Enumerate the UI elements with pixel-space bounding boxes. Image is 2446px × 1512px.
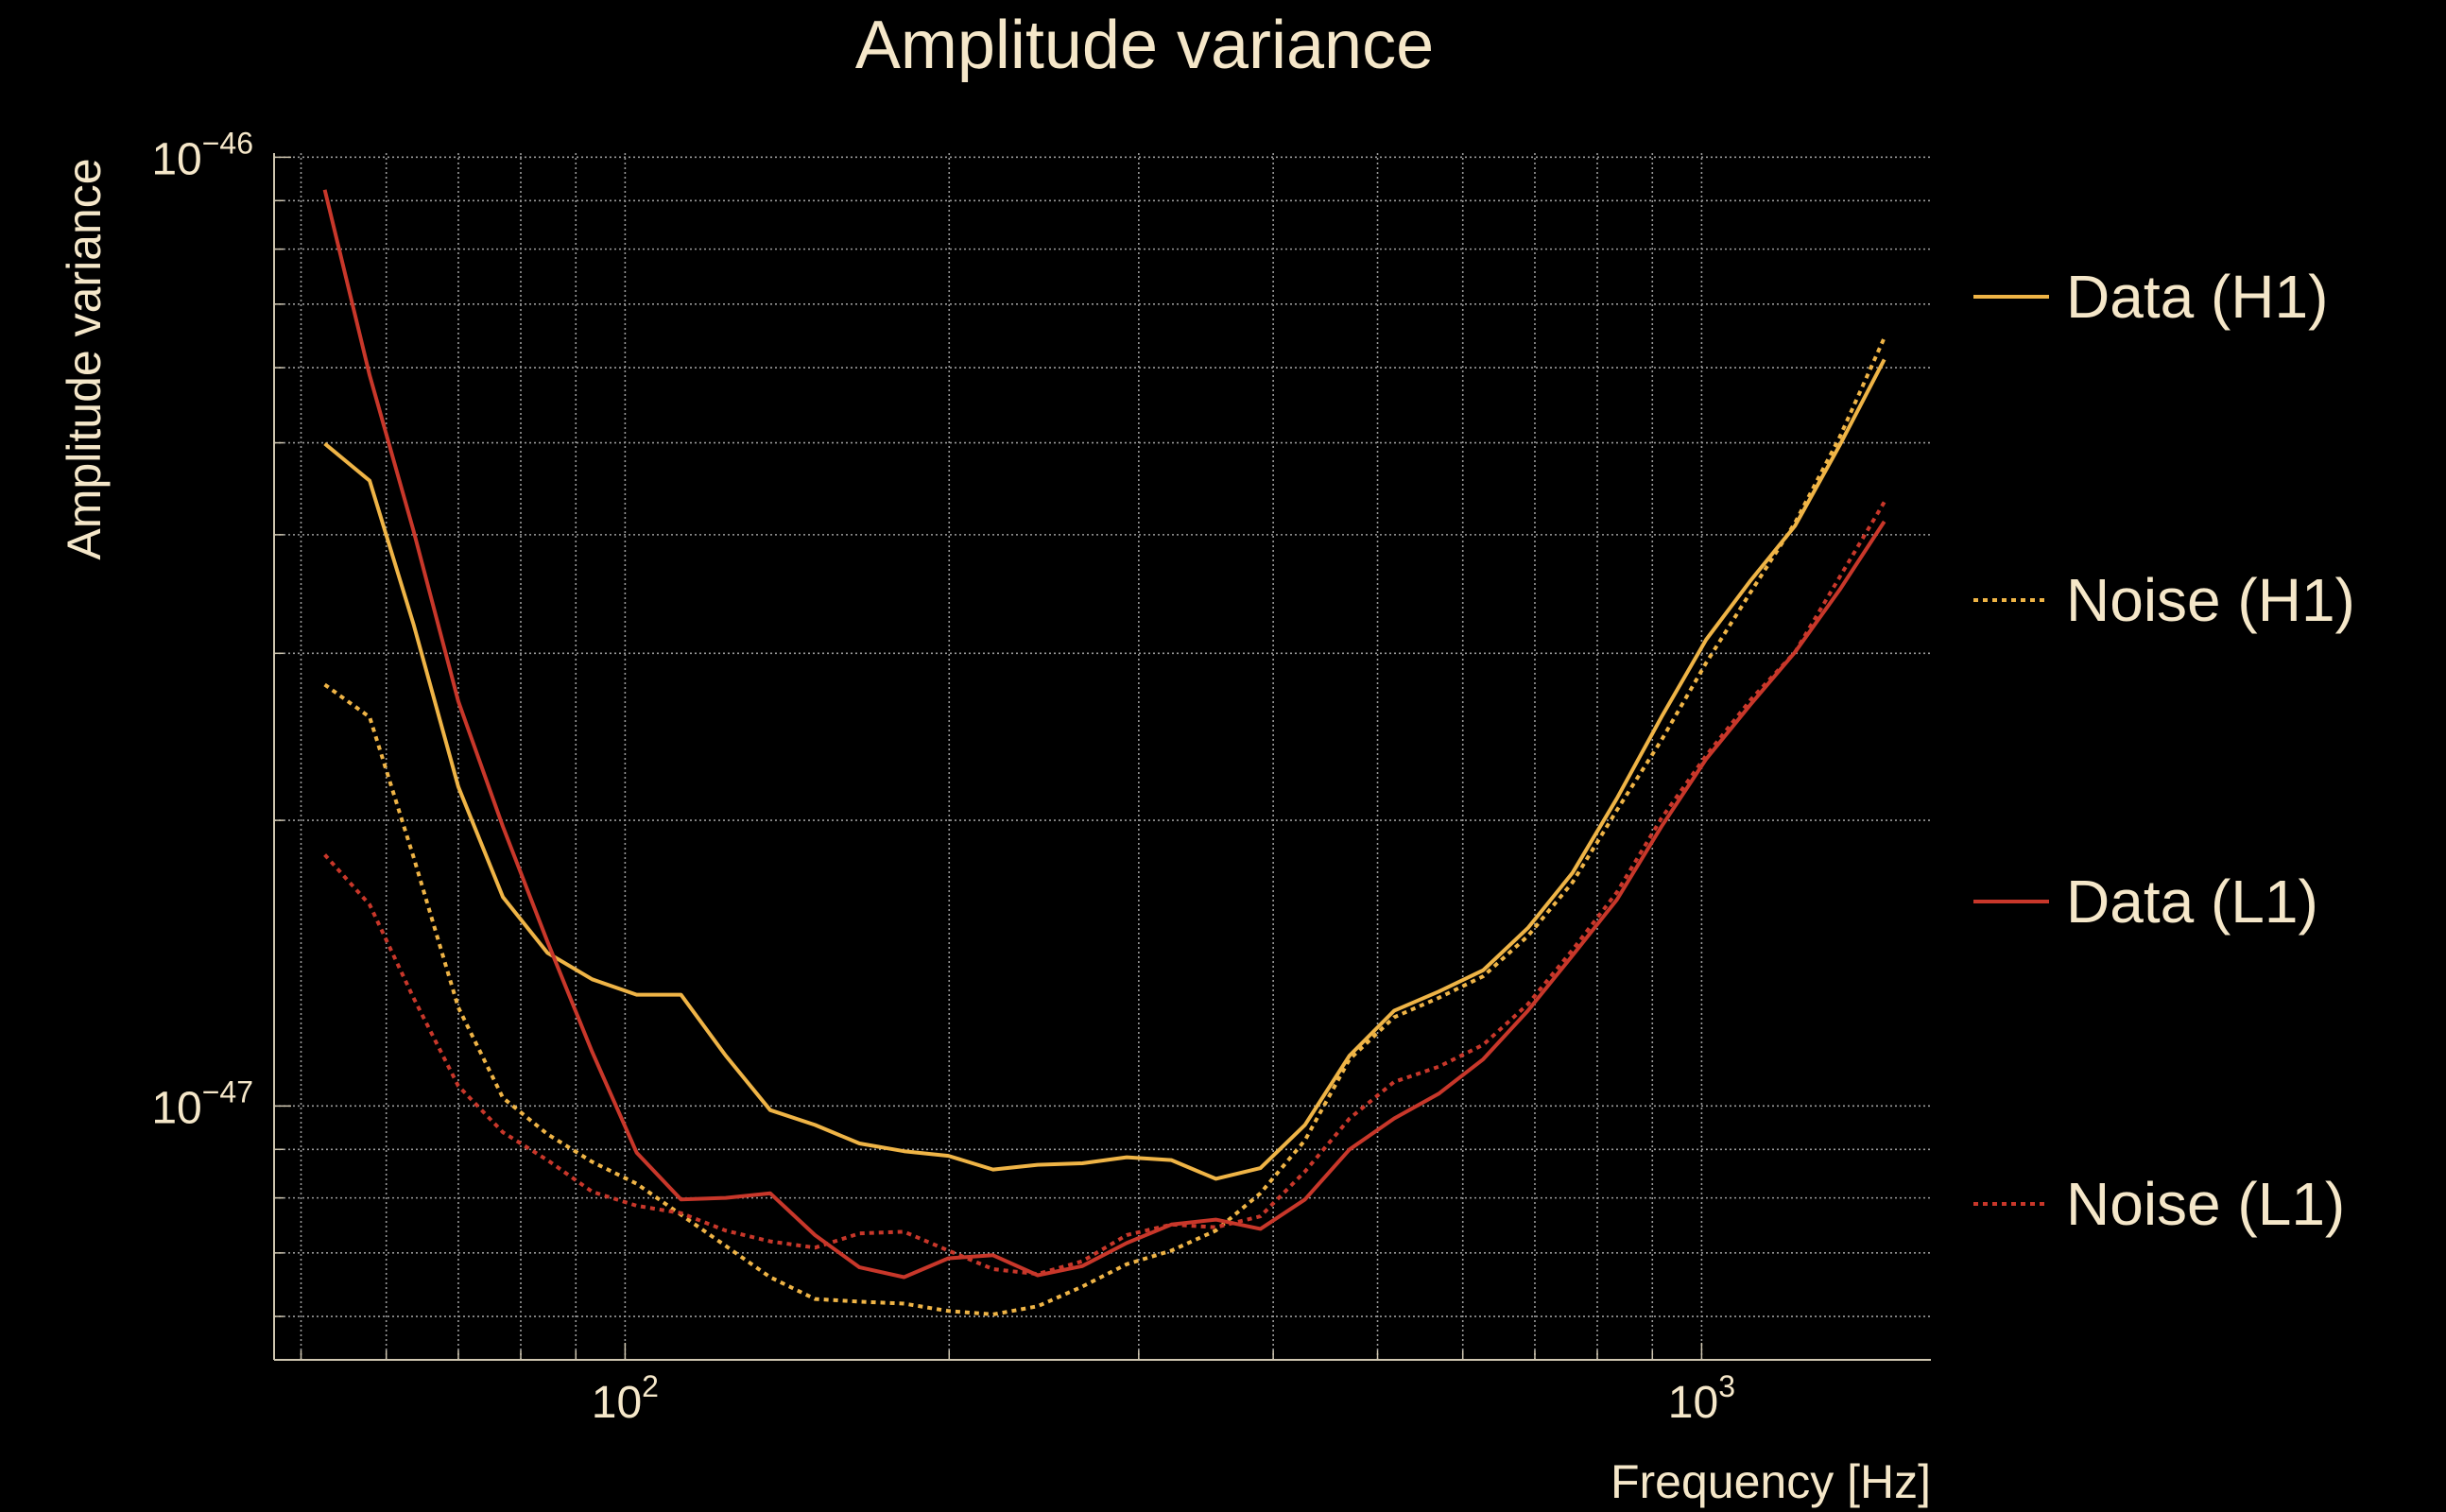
- series-line-noise-l1: [323, 501, 1886, 1277]
- grid: [274, 153, 1931, 1360]
- series-line-data-l1: [322, 189, 1886, 1280]
- legend-label: Noise (L1): [2066, 1170, 2345, 1238]
- y-tick-label: 10−47: [151, 1074, 253, 1133]
- legend-label: Data (H1): [2066, 263, 2328, 331]
- series-line-noise-h1: [323, 336, 1886, 1316]
- series-lines: [322, 189, 1886, 1316]
- x-tick-label: 103: [1668, 1369, 1735, 1428]
- legend-label: Noise (H1): [2066, 566, 2355, 634]
- legend-label: Data (L1): [2066, 868, 2318, 936]
- chart-title: Amplitude variance: [855, 8, 1434, 83]
- y-axis-label: Amplitude variance: [58, 158, 111, 559]
- y-tick-label: 10−46: [151, 126, 253, 184]
- x-axis-label: Frequency [Hz]: [1611, 1455, 1931, 1508]
- axes: 102 103 10−46 10−47: [151, 126, 1931, 1428]
- series-line-data-h1: [323, 358, 1886, 1181]
- legend: Data (H1) Noise (H1) Data (L1) Noise (L1): [1973, 263, 2355, 1238]
- x-tick-label: 102: [592, 1369, 659, 1428]
